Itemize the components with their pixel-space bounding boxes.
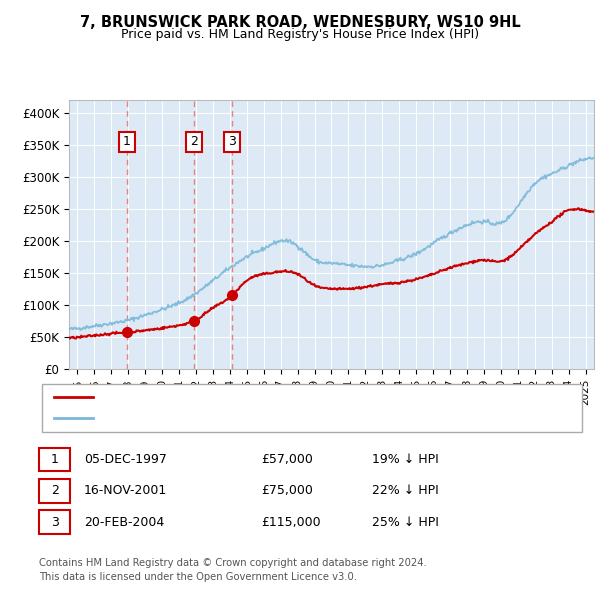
Text: 2: 2 xyxy=(190,135,198,148)
Text: 20-FEB-2004: 20-FEB-2004 xyxy=(84,516,164,529)
Text: 3: 3 xyxy=(50,516,59,529)
Text: 16-NOV-2001: 16-NOV-2001 xyxy=(84,484,167,497)
Text: 22% ↓ HPI: 22% ↓ HPI xyxy=(372,484,439,497)
Text: £115,000: £115,000 xyxy=(261,516,320,529)
Text: 7, BRUNSWICK PARK ROAD, WEDNESBURY, WS10 9HL: 7, BRUNSWICK PARK ROAD, WEDNESBURY, WS10… xyxy=(80,15,520,30)
FancyBboxPatch shape xyxy=(187,132,202,152)
FancyBboxPatch shape xyxy=(119,132,134,152)
Text: 05-DEC-1997: 05-DEC-1997 xyxy=(84,453,167,466)
Text: £57,000: £57,000 xyxy=(261,453,313,466)
Text: 19% ↓ HPI: 19% ↓ HPI xyxy=(372,453,439,466)
Text: 25% ↓ HPI: 25% ↓ HPI xyxy=(372,516,439,529)
Text: Price paid vs. HM Land Registry's House Price Index (HPI): Price paid vs. HM Land Registry's House … xyxy=(121,28,479,41)
Text: 2: 2 xyxy=(50,484,59,497)
Text: 3: 3 xyxy=(228,135,236,148)
FancyBboxPatch shape xyxy=(224,132,240,152)
Text: 1: 1 xyxy=(50,453,59,466)
Text: 7, BRUNSWICK PARK ROAD, WEDNESBURY, WS10 9HL (detached house): 7, BRUNSWICK PARK ROAD, WEDNESBURY, WS10… xyxy=(99,392,474,402)
Text: £75,000: £75,000 xyxy=(261,484,313,497)
Text: Contains HM Land Registry data © Crown copyright and database right 2024.
This d: Contains HM Land Registry data © Crown c… xyxy=(39,558,427,582)
Text: 1: 1 xyxy=(123,135,131,148)
Text: HPI: Average price, detached house, Sandwell: HPI: Average price, detached house, Sand… xyxy=(99,414,339,424)
